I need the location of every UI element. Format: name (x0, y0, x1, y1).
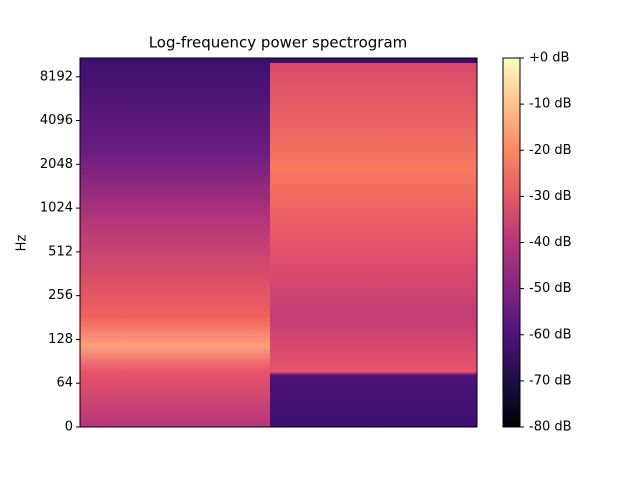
chart-title: Log-frequency power spectrogram (149, 34, 408, 52)
colorbar-tick-label: -60 dB (529, 327, 572, 342)
y-tick-label: 1024 (40, 201, 73, 216)
y-tick-label: 512 (48, 244, 73, 259)
colorbar-tick-label: +0 dB (529, 51, 569, 66)
colorbar-tick-label: -50 dB (529, 281, 572, 296)
y-tick-label: 0 (65, 420, 73, 435)
colorbar (502, 57, 521, 428)
colorbar-tick-label: -70 dB (529, 373, 572, 388)
colorbar-tick-label: -40 dB (529, 235, 572, 250)
y-tick-label: 64 (56, 376, 73, 391)
y-tick-label: 2048 (40, 157, 73, 172)
colorbar-tick-label: -80 dB (529, 420, 572, 435)
spectrogram-image (80, 58, 477, 427)
y-tick-label: 8192 (40, 69, 73, 84)
colorbar-tick-label: -20 dB (529, 143, 572, 158)
y-tick-label: 4096 (40, 113, 73, 128)
y-tick-label: 256 (48, 288, 73, 303)
plot-frame (79, 57, 478, 428)
colorbar-tick-label: -30 dB (529, 189, 572, 204)
y-tick-label: 128 (48, 332, 73, 347)
colorbar-tick-label: -10 dB (529, 97, 572, 112)
y-axis-label: Hz (15, 235, 30, 252)
